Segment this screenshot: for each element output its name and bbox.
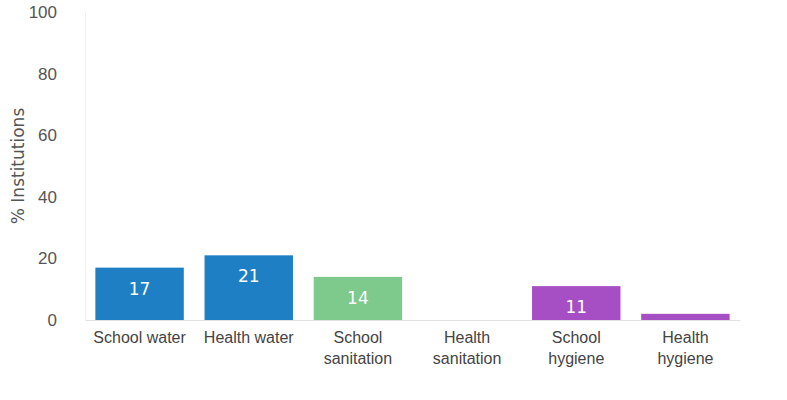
x-axis-line bbox=[86, 320, 741, 321]
bar bbox=[95, 268, 183, 320]
y-tick-label: 100 bbox=[29, 3, 57, 22]
y-axis-line bbox=[85, 13, 86, 321]
y-tick: 0 bbox=[48, 311, 85, 330]
x-tick: Health water bbox=[204, 320, 294, 346]
y-tick-label: 40 bbox=[38, 188, 57, 207]
y-tick: 80 bbox=[38, 65, 85, 84]
x-tick-label: Health water bbox=[204, 329, 294, 346]
x-tick-label: Healthhygiene bbox=[657, 329, 713, 367]
x-tick-label: Schoolhygiene bbox=[548, 329, 604, 367]
x-tick: Schoolsanitation bbox=[324, 320, 393, 367]
y-tick: 100 bbox=[29, 3, 85, 22]
y-tick: 60 bbox=[38, 126, 85, 145]
x-tick: Schoolhygiene bbox=[548, 320, 604, 367]
y-tick: 20 bbox=[38, 249, 85, 268]
plot: 020406080100School waterHealth waterScho… bbox=[29, 3, 741, 367]
x-tick: Healthsanitation bbox=[433, 320, 502, 367]
y-tick-label: 20 bbox=[38, 249, 57, 268]
bars bbox=[95, 255, 729, 320]
bar bbox=[314, 277, 402, 320]
y-axis: 0 20 40 60 80 100 bbox=[29, 3, 86, 330]
data-labels: 17 21 14 11 bbox=[129, 266, 587, 317]
data-label: 21 bbox=[238, 266, 260, 286]
y-tick-label: 0 bbox=[48, 311, 57, 330]
x-axis: School water Health water Schoolsanitation… bbox=[86, 320, 741, 367]
data-label: 14 bbox=[347, 288, 369, 308]
y-axis-title: % Institutions bbox=[8, 108, 28, 225]
bar bbox=[205, 255, 293, 320]
bar bbox=[532, 286, 620, 320]
x-tick-label: Schoolsanitation bbox=[324, 329, 393, 367]
data-label: 11 bbox=[565, 297, 587, 317]
data-label: 17 bbox=[129, 279, 151, 299]
y-tick: 40 bbox=[38, 188, 85, 207]
x-tick: School water bbox=[93, 320, 186, 346]
bar bbox=[641, 314, 729, 320]
x-tick-label: Healthsanitation bbox=[433, 329, 502, 367]
chart: 020406080100School waterHealth waterScho… bbox=[0, 0, 787, 400]
y-tick-label: 60 bbox=[38, 126, 57, 145]
x-tick: Healthhygiene bbox=[657, 320, 713, 367]
y-tick-label: 80 bbox=[38, 65, 57, 84]
x-tick-label: School water bbox=[93, 329, 186, 346]
